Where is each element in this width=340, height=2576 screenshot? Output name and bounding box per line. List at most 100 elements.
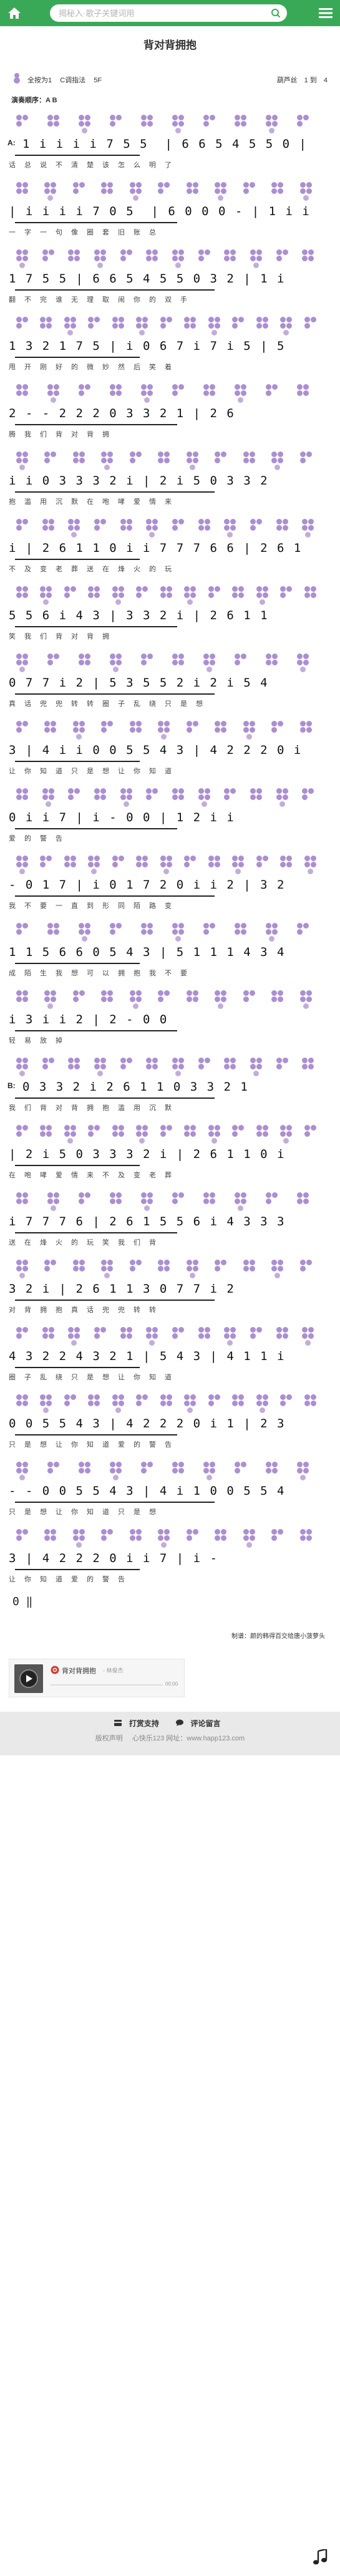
notes-line: | i i i i 7 0 5 | 6 0 0 0 - | 1 i i [9,205,311,218]
fingering-icon [42,249,55,269]
progress-bar[interactable] [51,1684,163,1686]
fingering-icon [215,990,227,1010]
fingering-icon [172,519,185,539]
fingering-icon [88,856,100,876]
score-row: | i i i i 7 0 5 | 6 0 0 0 - | 1 i i 一字一句像… [9,178,333,246]
fingering-icon [235,923,247,943]
score-row: 0 0 5 5 4 3 | 4 2 2 2 0 i 1 | 2 3 只是想让你知道… [9,1391,333,1458]
fingering-icon [172,384,185,404]
fingering-icon [42,1327,55,1347]
lyric-line: 不及变老葬送在烽火的玩 [9,566,180,573]
album-cover[interactable] [14,1664,43,1693]
fingering-icon [184,317,197,337]
notes-line: 3 2 i | 2 6 1 1 3 0 7 7 i 2 [9,1282,235,1296]
fingering-icon [172,788,185,808]
fingering-row [9,178,333,203]
time-signature: 4 [323,77,328,84]
fingering-icon [198,249,211,269]
fingering-row [9,380,333,405]
fingering-icon [215,721,227,741]
score-row: i 3 i i 2 | 2 - 0 0 轻易放掉 [9,987,333,1054]
beam-line [15,828,177,829]
fingering-icon [68,1058,80,1078]
notes-line: 0 0 5 5 4 3 | 4 2 2 2 0 i 1 | 2 3 [9,1417,286,1430]
fingering-icon [172,1462,185,1482]
fingering-icon [203,923,216,943]
fingering-row [9,1458,333,1483]
fingering-icon [88,1394,100,1414]
fingering-icon [16,788,29,808]
search-input[interactable] [59,7,258,19]
fingering-row [9,313,333,338]
fingering-icon [280,1125,293,1145]
copyright-link[interactable]: 版权声明 [95,1735,123,1742]
player-song-name: 背对背拥抱 [62,1667,96,1675]
fingering-icon [16,1394,29,1414]
netease-logo-icon [51,1666,59,1674]
fingering-icon [297,115,309,135]
lyric-line: 爱的警告 [9,835,71,842]
score-row: 1 7 5 5 | 6 6 5 4 5 5 0 3 2 | 1 i 翻不完谁无理取… [9,246,333,313]
fingering-icon [224,1058,236,1078]
fingering-icon [44,1260,57,1280]
fingering-icon [280,856,293,876]
beam-line [15,424,177,425]
fingering-icon [304,317,317,337]
notes-line: 3 | 4 i i 0 0 5 5 4 3 | 4 2 2 2 0 i [9,743,303,757]
site-info[interactable]: 心快乐123 网址：www.happ123.com [132,1735,245,1742]
fingering-icon [203,1192,216,1212]
fingering-icon [101,1260,114,1280]
fingering-icon [271,990,284,1010]
comment-button[interactable]: 评论留言 [176,1719,225,1728]
audio-player[interactable]: 背对背拥抱 - 林俊杰 00:00 [9,1659,185,1697]
fingering-icon [16,721,29,741]
fingering-icon [141,923,153,943]
fingering-icon [146,788,158,808]
beam-line [15,626,177,627]
fingering-icon [208,1394,221,1414]
fingering-icon [16,451,29,471]
fingering-icon [276,1058,289,1078]
fingering-icon [215,1529,227,1549]
play-icon[interactable] [26,1675,32,1682]
fingering-icon [198,519,211,539]
fingering-icon [110,384,122,404]
search-icon[interactable] [270,7,282,19]
lyric-line: 送在烽火的玩笑我们背 [9,1239,165,1247]
comment-icon [176,1719,184,1726]
fingering-icon [208,586,221,606]
score-row: i | 2 6 1 1 0 i i 7 7 7 6 6 | 2 6 1 不及变老葬… [9,515,333,582]
fingering-icon [232,317,245,337]
tip-label: 打赏支持 [129,1719,159,1728]
fingering-icon [40,1125,52,1145]
footer-links: 打赏支持 评论留言 [0,1718,340,1729]
fingering-icon [72,990,85,1010]
section-label: A: [7,138,16,147]
fingering-row [9,515,333,540]
beam-line [15,1030,177,1031]
disc-icon [19,1669,38,1688]
notes-line: i i 0 3 3 3 2 i | 2 i 5 0 3 3 2 [9,474,269,488]
beam-line [15,155,140,156]
beam-line [15,895,215,897]
fingering-icon [271,1529,284,1549]
fingering-icon [42,519,55,539]
fingering-icon [40,586,52,606]
fingering-icon [224,249,236,269]
fingering-icon [120,1058,133,1078]
menu-icon[interactable] [318,6,334,21]
score-row: 1 3 2 1 7 5 | i 0 6 7 i 7 i 5 | 5 甩开刚好的微妙… [9,313,333,380]
fingering-row [9,582,333,607]
tip-button[interactable]: 打赏支持 [114,1719,166,1728]
fingering-row [9,1323,333,1348]
fingering-icon [16,923,29,943]
notes-line: 3 | 4 2 2 2 0 i i 7 | i - [9,1551,218,1565]
music-note-icon[interactable] [311,2548,329,2567]
home-icon[interactable] [5,4,24,22]
fingering-row [9,717,333,742]
fingering-icon [158,1529,170,1549]
fingering-icon [16,1260,29,1280]
lyric-line: 我不要一直到形同陌路变 [9,902,180,910]
fingering-icon [302,519,314,539]
fingering-icon [235,654,247,673]
